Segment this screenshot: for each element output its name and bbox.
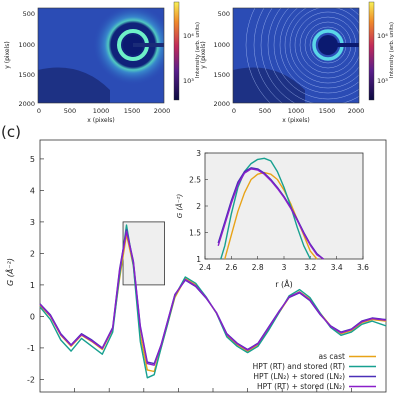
inset-y-tick-label: 1 [196,255,201,264]
colorbar-tick-label: 10⁴ [183,32,194,40]
y-tick-label: 1500 [18,71,35,79]
colorbar-tick-label: 10⁴ [377,32,388,40]
y-tick-label: -2 [27,375,35,384]
y-tick-label: 2000 [18,100,35,108]
y-tick-label: 3 [30,218,35,227]
colorbar-label-left: Intensity (arb. units) [195,22,201,78]
y-tick-label: 2 [30,249,35,258]
inset-x-axis-label: r (Å) [275,278,293,289]
series-line [39,230,387,366]
inset-x-tick-label: 2.4 [199,263,211,272]
inset-x-tick-label: 3.4 [331,263,343,272]
x-tick-label: 0 [37,107,41,115]
zoom-region-box [122,221,165,286]
y-tick-label: 500 [23,10,35,18]
detector-panel-left: y (pixels) 500 1000 1500 2000 0 500 1000… [4,1,201,124]
inset-y-tick-label: 2.5 [189,176,201,185]
x-tick-label: 1000 [93,107,110,115]
legend-label: HPT (RT) + stored (LN₂) [257,382,345,391]
y-tick-label: 1500 [213,71,230,79]
inset-x-tick-label: 2.6 [225,263,237,272]
detector-shadow-right [233,67,305,103]
y-axis-label: G (Å⁻²) [4,258,15,286]
detector-ylabel-right: y (pixels) [200,41,207,68]
detector-panel-right: y (pixels) 500 1000 1500 2000 0 500 1000… [200,1,395,124]
x-tick-label: 500 [64,107,76,115]
legend-label: HPT (RT) and stored (RT) [253,362,345,371]
colorbar-tick-label: 10³ [377,77,388,85]
x-tick-label: 1500 [124,107,141,115]
y-tick-label: 0 [30,312,35,321]
inset-x-tick-label: 3 [282,263,287,272]
y-tick-label: 500 [218,10,230,18]
x-tick-label: 2000 [348,107,365,115]
inset-series-line [217,168,324,260]
colorbar-right [368,1,375,101]
x-tick-label: 2000 [154,107,171,115]
beamstop-arm-right [328,43,359,47]
inset-x-tick-label: 2.8 [252,263,264,272]
detector-ylabel-left: y (pixels) [4,41,11,68]
colorbar-tick-label: 10³ [183,77,194,85]
inset-chart: 2.4 2.6 2.8 3 3.2 3.4 3.6 1 1.5 2 2.5 3 G (Å⁻²) r (… [175,149,369,289]
beamstop-arm-left [133,43,164,47]
y-tick-label: 1 [30,281,35,290]
y-tick-label: 1000 [18,41,35,49]
y-tick-label: 5 [30,155,35,164]
y-tick-label: 1000 [213,41,230,49]
legend-label: HPT (LN₂) + stored (LN₂) [253,372,345,381]
inset-x-tick-label: 3.6 [357,263,369,272]
y-tick-label: 2000 [213,100,230,108]
x-tick-label: 1000 [288,107,305,115]
detector-xlabel-left: x (pixels) [87,117,114,124]
inset-x-tick-label: 3.2 [304,263,316,272]
y-tick-label: -1 [27,344,35,353]
inset-series-line [220,157,311,260]
inset-y-tick-label: 2 [196,202,201,211]
x-tick-label: 0 [232,107,236,115]
inset-y-tick-label: 1.5 [189,229,201,238]
detector-xlabel-right: x (pixels) [282,117,309,124]
inset-y-tick-label: 3 [196,149,201,158]
colorbar-left [173,1,180,101]
colorbar-label-right: Intensity (arb. units) [389,22,395,78]
x-tick-label: 500 [259,107,271,115]
y-tick-label: 4 [30,186,35,195]
inset-y-axis-label: G (Å⁻²) [175,194,184,219]
detector-shadow-left [38,67,110,103]
x-tick-label: 1500 [319,107,336,115]
inset-frame [204,152,364,260]
panel-label: (c) [1,123,21,141]
legend-label: as cast [319,352,346,361]
